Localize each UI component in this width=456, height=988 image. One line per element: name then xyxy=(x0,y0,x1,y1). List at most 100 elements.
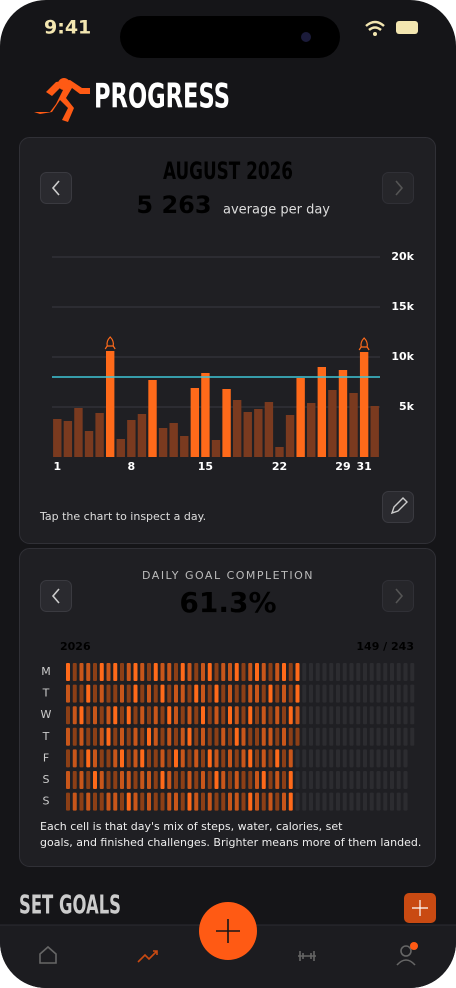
prev-period-button[interactable] xyxy=(40,580,72,612)
heat-cell xyxy=(126,706,131,725)
heat-cell xyxy=(153,749,158,768)
home-tab[interactable] xyxy=(39,945,57,964)
x-tick-label: 29 xyxy=(335,460,350,473)
heat-cell xyxy=(93,749,97,768)
empty-cell xyxy=(302,663,307,681)
heat-cell xyxy=(248,749,253,768)
heat-cell xyxy=(201,792,205,811)
wifi-dot xyxy=(373,32,377,36)
heat-cell xyxy=(275,706,280,725)
heat-cell xyxy=(194,792,199,811)
heat-cell xyxy=(207,663,212,681)
heat-cell xyxy=(174,771,178,789)
heat-cell xyxy=(79,706,84,725)
heat-cell xyxy=(160,663,165,681)
heat-cell xyxy=(160,727,165,746)
heat-cell xyxy=(167,792,172,811)
empty-cell xyxy=(349,749,354,768)
heat-cell xyxy=(234,663,239,681)
heat-cell xyxy=(66,684,70,703)
heat-cell xyxy=(282,771,286,789)
heat-cell xyxy=(275,663,280,681)
empty-cell xyxy=(369,663,374,681)
bar xyxy=(243,412,252,457)
y-tick-label: 10k xyxy=(391,350,414,363)
heat-cell xyxy=(120,771,124,789)
x-tick-label: 31 xyxy=(356,460,371,473)
heat-cell xyxy=(140,706,145,725)
add-fab[interactable] xyxy=(199,902,257,960)
heat-cell xyxy=(194,684,199,703)
empty-cell xyxy=(376,749,381,768)
bar xyxy=(264,402,274,457)
bar xyxy=(370,406,379,457)
bar xyxy=(53,419,62,457)
heat-cell xyxy=(201,771,205,789)
heat-cell xyxy=(255,684,259,703)
empty-cell xyxy=(396,727,401,746)
workout-tab[interactable] xyxy=(298,951,316,961)
weekday-label: S xyxy=(43,795,50,808)
bar xyxy=(137,414,147,457)
heat-cell xyxy=(288,684,293,703)
heat-cell xyxy=(288,706,293,725)
empty-cell xyxy=(356,727,361,746)
empty-cell xyxy=(403,663,408,681)
heat-cell xyxy=(180,771,185,789)
heat-cell xyxy=(72,771,77,789)
heat-cell xyxy=(72,663,77,681)
empty-cell xyxy=(369,749,374,768)
next-period-button[interactable] xyxy=(382,580,414,612)
heat-cell xyxy=(282,749,286,768)
heat-cell xyxy=(275,792,280,811)
empty-cell xyxy=(396,792,401,811)
empty-cell xyxy=(403,684,408,703)
heat-cell xyxy=(106,727,111,746)
empty-cell xyxy=(322,706,327,725)
add-goal-button[interactable] xyxy=(404,893,436,923)
empty-cell xyxy=(349,706,354,725)
heat-cell xyxy=(99,727,104,746)
x-tick-label: 22 xyxy=(272,460,287,473)
bar xyxy=(211,440,221,457)
empty-cell xyxy=(390,706,394,725)
empty-cell xyxy=(369,727,374,746)
edit-button[interactable] xyxy=(382,491,414,523)
heat-cell xyxy=(194,749,199,768)
heat-cell xyxy=(72,792,77,811)
heat-cell xyxy=(174,749,178,768)
empty-cell xyxy=(396,684,401,703)
section-title: SET GOALS xyxy=(19,891,121,921)
empty-cell xyxy=(302,706,307,725)
empty-cell xyxy=(383,771,388,789)
heat-cell xyxy=(187,706,192,725)
heat-cell xyxy=(120,684,124,703)
heat-cell xyxy=(228,749,232,768)
heat-cell xyxy=(72,684,77,703)
y-tick-label: 5k xyxy=(399,400,415,413)
profile-tab[interactable] xyxy=(396,942,418,966)
heat-cell xyxy=(106,792,111,811)
heat-cell xyxy=(275,727,280,746)
weekday-label: T xyxy=(42,730,50,743)
empty-cell xyxy=(369,771,374,789)
heat-cell xyxy=(167,684,172,703)
bar xyxy=(105,351,115,457)
heat-cell xyxy=(234,792,239,811)
heat-cell xyxy=(288,663,293,681)
heat-cell xyxy=(167,727,172,746)
next-month-button[interactable] xyxy=(382,172,414,204)
progress-tab[interactable] xyxy=(137,950,158,963)
prev-month-button[interactable] xyxy=(40,172,72,204)
heat-cell xyxy=(133,792,138,811)
bar-chart[interactable]: 5k 10k 15k 20k 1 8 15 22 29 31 xyxy=(52,250,415,473)
empty-cell xyxy=(396,706,401,725)
heat-cell xyxy=(248,706,253,725)
heat-cell xyxy=(261,792,266,811)
heat-cell xyxy=(66,663,70,681)
heat-cell xyxy=(194,727,199,746)
heat-cell xyxy=(241,663,246,681)
heat-cell xyxy=(167,771,172,789)
